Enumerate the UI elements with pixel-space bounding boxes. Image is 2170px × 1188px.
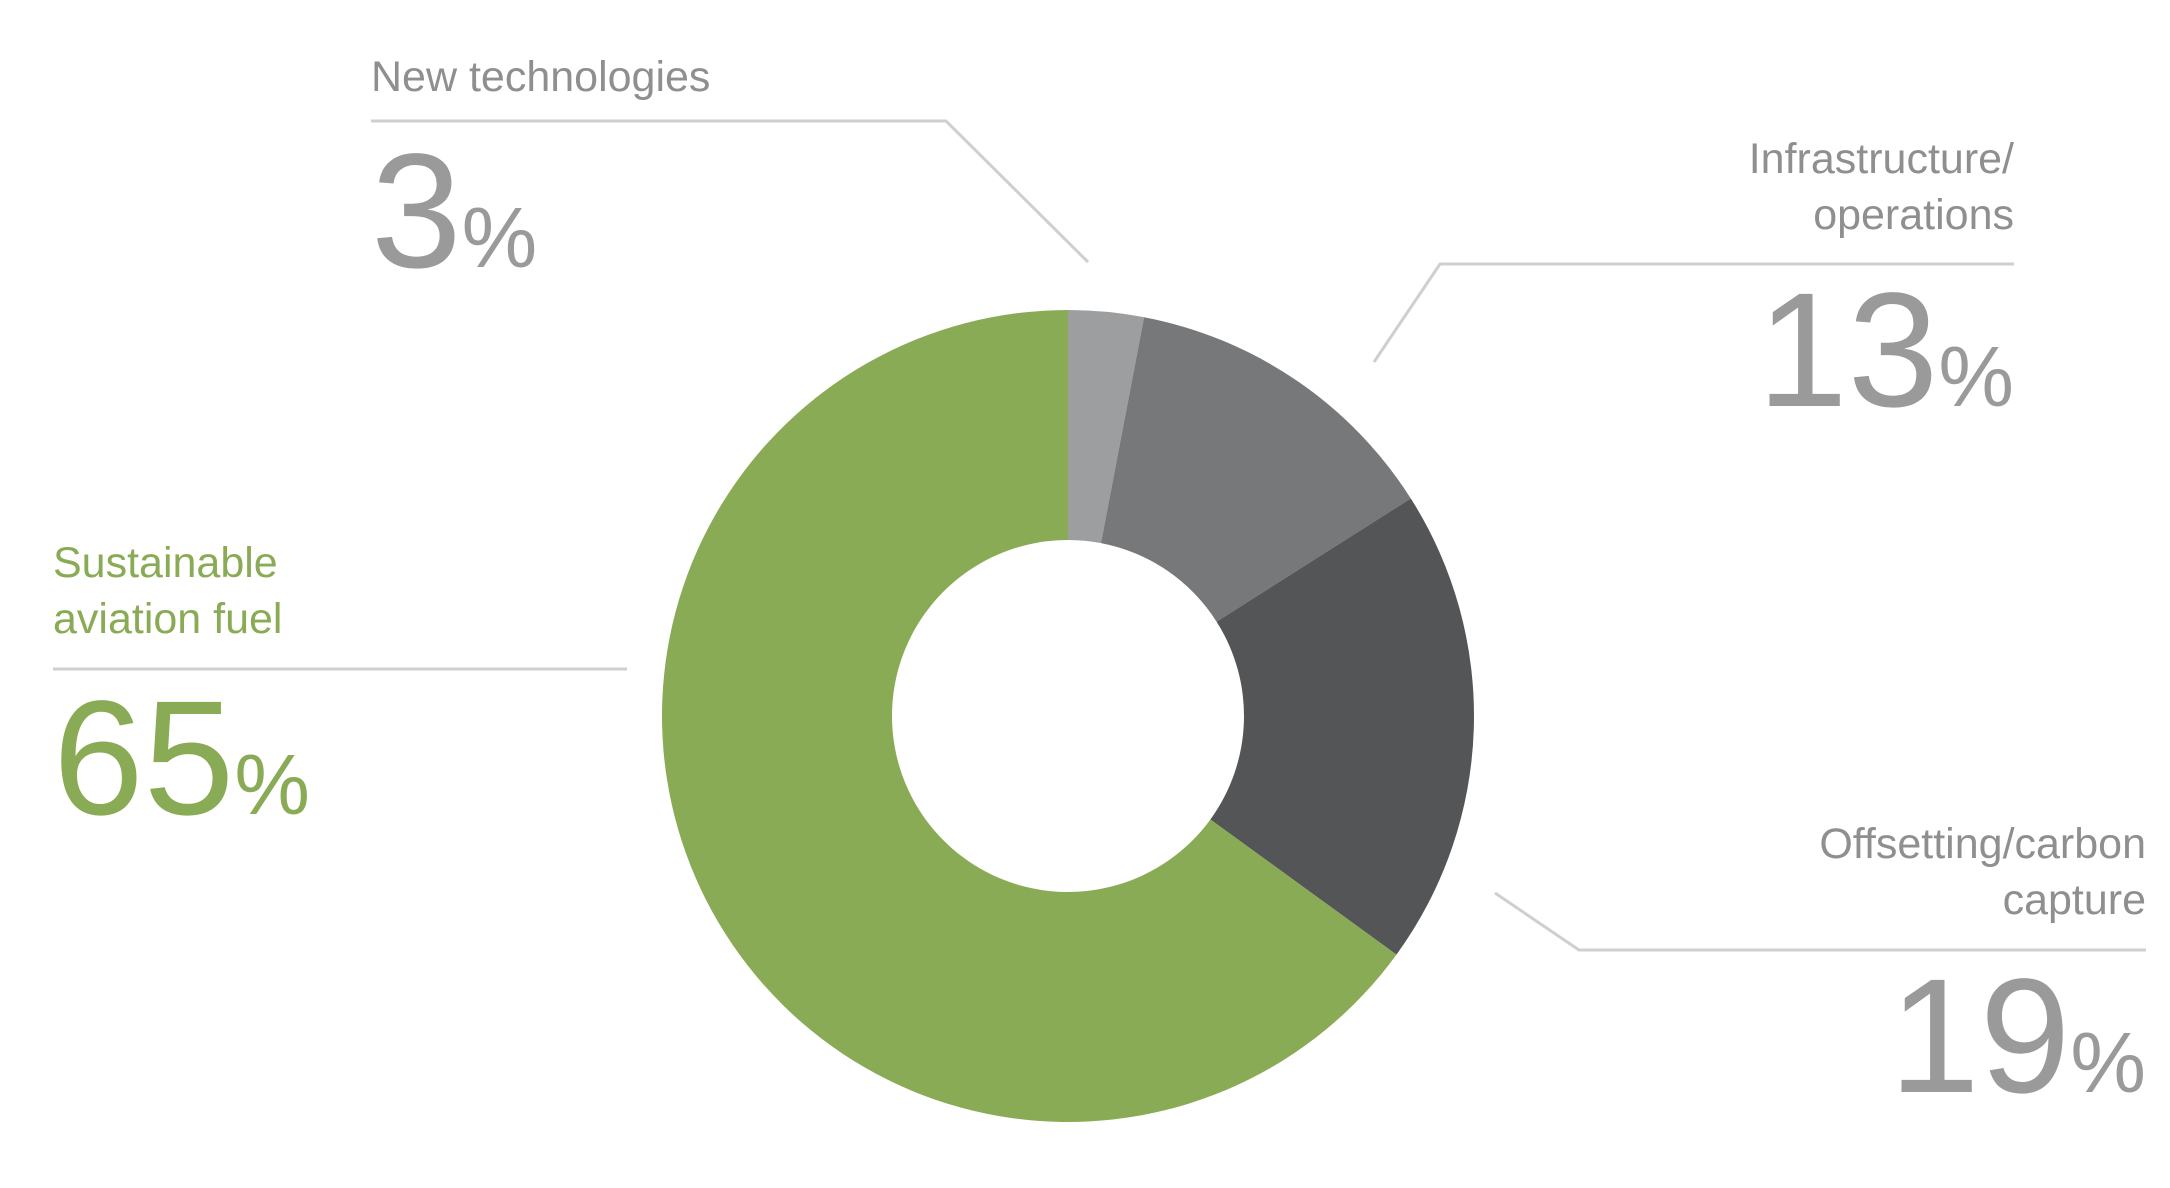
value-label-part: 3 (371, 119, 462, 302)
category-label: Offsetting/carbon capture (1819, 820, 2146, 924)
value-label-part: % (462, 191, 538, 286)
value-label-part: % (2070, 1016, 2146, 1111)
category-label: Sustainable aviation fuel (53, 539, 283, 643)
value-label-part: % (1938, 330, 2014, 425)
value-label-part: 19 (1889, 944, 2070, 1127)
donut-slice (1100, 317, 1411, 622)
donut-slice (661, 310, 1397, 1122)
donut-slice (1068, 310, 1145, 544)
leader-line (371, 119, 1090, 264)
leader-line (1494, 891, 2146, 952)
value-label-part: 13 (1757, 258, 1938, 441)
leader-line (1372, 262, 2014, 363)
donut-slice (1210, 498, 1474, 955)
value-label-part: 65 (53, 666, 234, 849)
value-label: 3% (371, 119, 537, 302)
value-label: 19% (1889, 944, 2146, 1127)
value-label: 65% (53, 666, 310, 849)
value-label: 13% (1757, 258, 2014, 441)
category-label: Infrastructure/ operations (1748, 135, 2014, 239)
category-label: New technologies (371, 53, 711, 101)
value-label-part: % (234, 738, 310, 833)
